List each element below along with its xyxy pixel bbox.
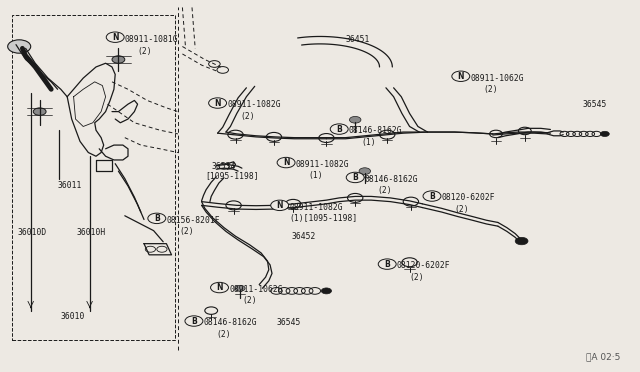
Circle shape	[33, 108, 46, 115]
Circle shape	[330, 124, 348, 134]
Circle shape	[515, 237, 528, 245]
Circle shape	[226, 201, 241, 210]
Text: B: B	[191, 317, 196, 326]
Text: B: B	[385, 260, 390, 269]
Text: 08911-1081G: 08911-1081G	[125, 35, 179, 44]
Text: 36010H: 36010H	[77, 228, 106, 237]
Text: 08120-6202F: 08120-6202F	[442, 193, 495, 202]
Circle shape	[266, 132, 282, 141]
Text: (2): (2)	[410, 273, 424, 282]
Circle shape	[423, 191, 441, 201]
Circle shape	[402, 258, 417, 267]
Circle shape	[185, 316, 203, 326]
Text: 36010D: 36010D	[17, 228, 47, 237]
Circle shape	[8, 40, 31, 53]
Text: 36452: 36452	[291, 232, 316, 241]
Text: (2): (2)	[179, 227, 194, 236]
Text: 08911-1082G: 08911-1082G	[227, 100, 281, 109]
Text: 08911-1062G: 08911-1062G	[229, 285, 283, 294]
Text: 08911-1082G: 08911-1082G	[296, 160, 349, 169]
Circle shape	[211, 282, 228, 293]
Circle shape	[346, 172, 364, 183]
Text: (2): (2)	[454, 205, 469, 214]
Circle shape	[235, 285, 245, 291]
Text: N: N	[216, 283, 223, 292]
Text: (2): (2)	[216, 330, 231, 339]
Text: (2): (2)	[378, 186, 392, 195]
Circle shape	[319, 134, 334, 142]
Circle shape	[380, 130, 395, 139]
Bar	[12, 15, 175, 340]
Text: 36534: 36534	[211, 162, 236, 171]
Circle shape	[490, 130, 502, 138]
Circle shape	[600, 131, 609, 137]
Text: B: B	[337, 125, 342, 134]
Circle shape	[148, 213, 166, 224]
Text: 36011: 36011	[58, 182, 82, 190]
Text: 08146-8162G: 08146-8162G	[349, 126, 403, 135]
Circle shape	[112, 56, 125, 63]
Circle shape	[285, 199, 301, 208]
Text: [1095-1198]: [1095-1198]	[205, 171, 259, 180]
Circle shape	[452, 71, 470, 81]
Text: 36545: 36545	[582, 100, 607, 109]
Circle shape	[271, 200, 289, 211]
Text: (2): (2)	[138, 47, 152, 56]
Text: 08146-8162G: 08146-8162G	[365, 175, 419, 184]
Circle shape	[228, 130, 243, 139]
Text: N: N	[276, 201, 283, 210]
Text: (2): (2)	[240, 112, 255, 121]
Circle shape	[321, 288, 332, 294]
Text: N: N	[112, 33, 118, 42]
Text: (1): (1)	[308, 171, 323, 180]
Circle shape	[348, 193, 363, 202]
Text: 08120-6202F: 08120-6202F	[397, 262, 451, 270]
Text: B: B	[353, 173, 358, 182]
Circle shape	[277, 157, 295, 168]
Circle shape	[359, 168, 371, 174]
Text: 08911-1062G: 08911-1062G	[470, 74, 524, 83]
Circle shape	[378, 259, 396, 269]
Text: 36010: 36010	[61, 312, 85, 321]
Circle shape	[205, 307, 218, 314]
Text: 08911-1082G: 08911-1082G	[289, 203, 343, 212]
Text: 08146-8162G: 08146-8162G	[204, 318, 257, 327]
Circle shape	[403, 197, 419, 206]
Text: (1)[1095-1198]: (1)[1095-1198]	[289, 214, 358, 223]
Text: B: B	[429, 192, 435, 201]
Text: N: N	[283, 158, 289, 167]
Text: 36451: 36451	[346, 35, 370, 44]
Circle shape	[349, 116, 361, 123]
Text: N: N	[214, 99, 221, 108]
Text: 36545: 36545	[276, 318, 301, 327]
Text: (1): (1)	[362, 138, 376, 147]
Circle shape	[518, 127, 531, 135]
Text: (2): (2)	[483, 85, 498, 94]
Text: (2): (2)	[242, 296, 257, 305]
Circle shape	[106, 32, 124, 42]
Text: 08156-8201F: 08156-8201F	[166, 216, 220, 225]
Text: B: B	[154, 214, 159, 223]
Text: 䑃A 02·5: 䑃A 02·5	[586, 352, 621, 361]
Text: N: N	[458, 72, 464, 81]
Circle shape	[209, 98, 227, 108]
